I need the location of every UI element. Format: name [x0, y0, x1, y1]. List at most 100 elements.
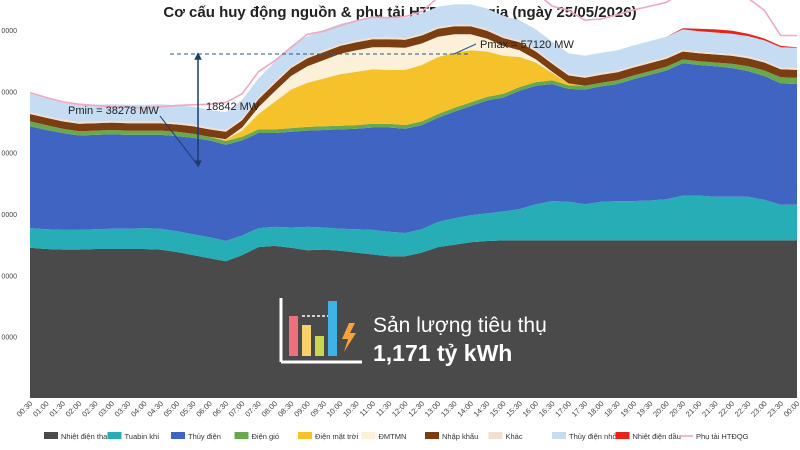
legend-swatch	[107, 432, 122, 439]
annotations: Pmax = 57120 MW 18842 MW Pmin = 38278 MW	[68, 39, 574, 168]
y-tick-label: 0000	[1, 151, 17, 158]
pmax-label: Pmax = 57120 MW	[480, 39, 574, 51]
pmin-label: Pmin = 38278 MW	[68, 105, 159, 117]
x-tick-label: 23:30	[765, 399, 785, 419]
legend-label: Thủy điện	[188, 432, 221, 441]
stacked-areas	[30, 4, 797, 398]
delta-label: 18842 MW	[206, 101, 260, 113]
y-tick-label: 0000	[1, 28, 17, 35]
area-series-ĐMTMN	[30, 34, 797, 140]
x-tick-label: 09:00	[292, 399, 312, 419]
x-tick-label: 04:30	[145, 399, 165, 419]
legend-label: Thủy điện nhỏ	[569, 432, 617, 441]
legend-swatch	[552, 432, 566, 439]
y-axis: 0000 0000 0000 0000 0000 0000	[1, 28, 17, 342]
chart-title: Cơ cấu huy động nguồn & phụ tải HTĐ Quốc…	[163, 4, 637, 21]
x-tick-label: 22:00	[716, 399, 736, 419]
pmin-pointer-line	[159, 115, 197, 164]
area-series-Thủy điện	[30, 63, 797, 241]
y-tick-label: 0000	[1, 335, 17, 342]
x-tick-label: 20:30	[668, 399, 688, 419]
x-tick-label: 02:30	[80, 399, 100, 419]
x-tick-label: 22:30	[733, 399, 753, 419]
load-line	[29, 0, 797, 109]
x-tick-label: 21:00	[684, 399, 704, 419]
x-tick-label: 10:30	[341, 399, 361, 419]
load-series-line	[29, 0, 797, 109]
legend-swatch	[234, 432, 249, 439]
x-tick-label: 02:00	[64, 399, 84, 419]
x-tick-label: 07:30	[243, 399, 263, 419]
x-tick-label: 08:30	[276, 399, 296, 419]
x-tick-label: 03:00	[96, 399, 116, 419]
x-tick-label: 05:30	[178, 399, 198, 419]
x-tick-label: 12:30	[406, 399, 426, 419]
info-box: Sản lượng tiêu thụ 1,171 tỷ kWh	[279, 298, 547, 366]
info-label: Sản lượng tiêu thụ	[373, 314, 547, 337]
legend-label: Nhiệt điện dầu	[633, 432, 681, 441]
legend-swatch	[425, 432, 439, 439]
x-tick-label: 12:00	[390, 399, 410, 419]
x-tick-label: 11:30	[374, 399, 393, 418]
legend-label: ĐMTMN	[379, 432, 407, 441]
x-tick-label: 08:00	[260, 399, 280, 419]
legend-label: Điện mặt trời	[315, 432, 359, 441]
x-tick-label: 17:00	[553, 399, 573, 419]
x-tick-label: 19:30	[635, 399, 655, 419]
x-tick-label: 15:00	[488, 399, 508, 419]
x-tick-label: 13:30	[439, 399, 459, 419]
info-value: 1,171 tỷ kWh	[373, 340, 512, 366]
x-tick-label: 06:00	[194, 399, 214, 419]
x-tick-label: 07:00	[227, 399, 247, 419]
x-tick-label: 16:00	[521, 399, 541, 419]
area-series-Nhiệt điện than	[30, 240, 797, 398]
x-tick-label: 18:30	[602, 399, 622, 419]
area-series-Thủy điện nhỏ	[30, 4, 797, 131]
x-tick-label: 16:30	[537, 399, 557, 419]
x-axis-ticks: 00:3001:0001:3002:0002:3003:0003:3004:00…	[15, 399, 800, 419]
x-tick-label: 01:30	[47, 399, 67, 419]
x-tick-label: 11:00	[358, 399, 377, 418]
area-series-Tuabin khí	[30, 195, 797, 262]
legend-swatch	[44, 432, 58, 439]
x-tick-label: 04:00	[129, 399, 149, 419]
x-tick-label: 13:00	[423, 399, 443, 419]
x-tick-label: 23:00	[749, 399, 769, 419]
y-tick-label: 0000	[1, 273, 17, 280]
x-tick-label: 17:30	[570, 399, 590, 419]
x-tick-label: 00:00	[782, 399, 800, 419]
area-series-Nhập khẩu	[30, 26, 797, 140]
legend: Nhiệt điện than Tuabin khí Thủy điện Điện g…	[44, 432, 749, 441]
legend-swatch	[361, 432, 376, 439]
x-tick-label: 05:00	[162, 399, 182, 419]
x-tick-label: 18:00	[586, 399, 606, 419]
legend-label: Tuabin khí	[125, 432, 161, 441]
area-series-Khác	[30, 24, 797, 132]
x-tick-label: 03:30	[113, 399, 133, 419]
x-tick-label: 19:00	[619, 399, 639, 419]
legend-swatch	[171, 432, 185, 439]
legend-label: Nhập khẩu	[442, 432, 478, 441]
area-series-Điện mặt trời	[30, 50, 797, 142]
x-tick-label: 14:00	[455, 399, 475, 419]
bar-chart-icon	[279, 298, 362, 364]
legend-swatch	[488, 432, 503, 439]
legend-label: Khác	[506, 432, 523, 441]
x-tick-label: 09:30	[309, 399, 329, 419]
x-tick-label: 15:30	[504, 399, 524, 419]
pmax-pointer-line	[453, 43, 477, 55]
legend-label: Điện gió	[252, 432, 280, 441]
x-tick-label: 06:30	[211, 399, 231, 419]
legend-swatch	[298, 432, 312, 439]
legend-label: Nhiệt điện than	[61, 432, 111, 441]
legend-swatch	[615, 432, 630, 439]
x-tick-label: 14:30	[472, 399, 492, 419]
y-tick-label: 0000	[1, 89, 17, 96]
x-tick-label: 21:30	[700, 399, 720, 419]
x-tick-label: 10:00	[325, 399, 345, 419]
y-tick-label: 0000	[1, 212, 17, 219]
x-tick-label: 00:30	[15, 399, 35, 419]
legend-label: Phụ tải HTĐQG	[696, 432, 749, 441]
x-tick-label: 01:00	[31, 399, 51, 419]
